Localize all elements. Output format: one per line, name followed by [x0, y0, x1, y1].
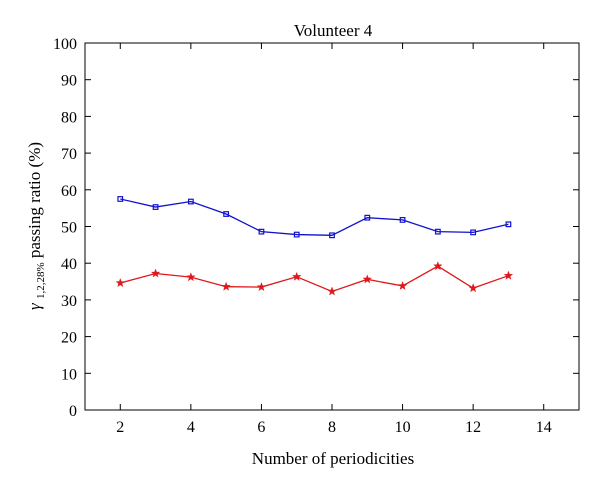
data-point	[150, 268, 161, 278]
data-point	[293, 231, 300, 238]
y-tick-label: 50	[61, 220, 77, 237]
data-point	[187, 198, 194, 205]
series-2	[115, 261, 514, 296]
y-tick-label: 10	[61, 366, 77, 383]
y-tick-label: 100	[53, 36, 77, 53]
series-group	[115, 196, 514, 296]
x-tick-label: 8	[328, 419, 336, 436]
data-point	[221, 281, 231, 291]
x-tick-label: 10	[395, 419, 411, 436]
x-axis-label: Number of periodicities	[252, 449, 414, 468]
y-tick-label: 30	[61, 293, 77, 310]
y-axis-label-symbol: γ	[25, 302, 44, 310]
y-tick-label: 90	[61, 73, 77, 90]
data-point	[152, 204, 159, 210]
x-tick-label: 14	[536, 419, 552, 436]
data-point	[362, 274, 373, 284]
data-point	[329, 232, 335, 239]
data-point	[258, 228, 265, 235]
data-point	[256, 282, 267, 292]
y-tick-label: 0	[69, 403, 77, 420]
data-point	[503, 270, 514, 280]
data-point	[223, 211, 230, 217]
y-tick-label: 20	[61, 330, 77, 347]
data-point	[186, 272, 196, 282]
chart-title: Volunteer 4	[294, 21, 373, 40]
data-point	[327, 286, 337, 296]
y-axis-label: γ 1,2,28% passing ratio (%)	[25, 142, 48, 310]
x-tick-label: 4	[187, 419, 195, 436]
data-point	[468, 283, 478, 293]
x-tick-label: 2	[116, 419, 124, 436]
y-tick-label: 40	[61, 256, 77, 273]
series-line	[120, 265, 509, 293]
data-point	[117, 196, 124, 202]
x-tick-label: 12	[465, 419, 481, 436]
axes: 0 10 20 30 40 50 60 70 80 90 100 2 4 6 8 10 12 14	[53, 36, 579, 436]
y-tick-label: 60	[61, 183, 77, 200]
data-point	[397, 280, 408, 290]
y-axis-label-subscript: 1,2,28%	[35, 262, 47, 299]
data-point	[434, 228, 441, 235]
x-tick-label: 6	[257, 419, 265, 436]
data-point	[505, 221, 512, 228]
y-tick-label: 70	[61, 146, 77, 163]
data-point	[364, 214, 371, 221]
plot-frame	[84, 42, 580, 411]
y-tick-label: 80	[61, 109, 77, 126]
data-point	[399, 216, 406, 223]
series-line	[120, 198, 509, 236]
series-1	[117, 196, 512, 239]
data-point	[115, 278, 126, 288]
data-point	[291, 271, 302, 281]
data-point	[433, 261, 443, 271]
data-point	[470, 229, 477, 236]
y-axis-label-text: passing ratio (%)	[25, 142, 44, 258]
